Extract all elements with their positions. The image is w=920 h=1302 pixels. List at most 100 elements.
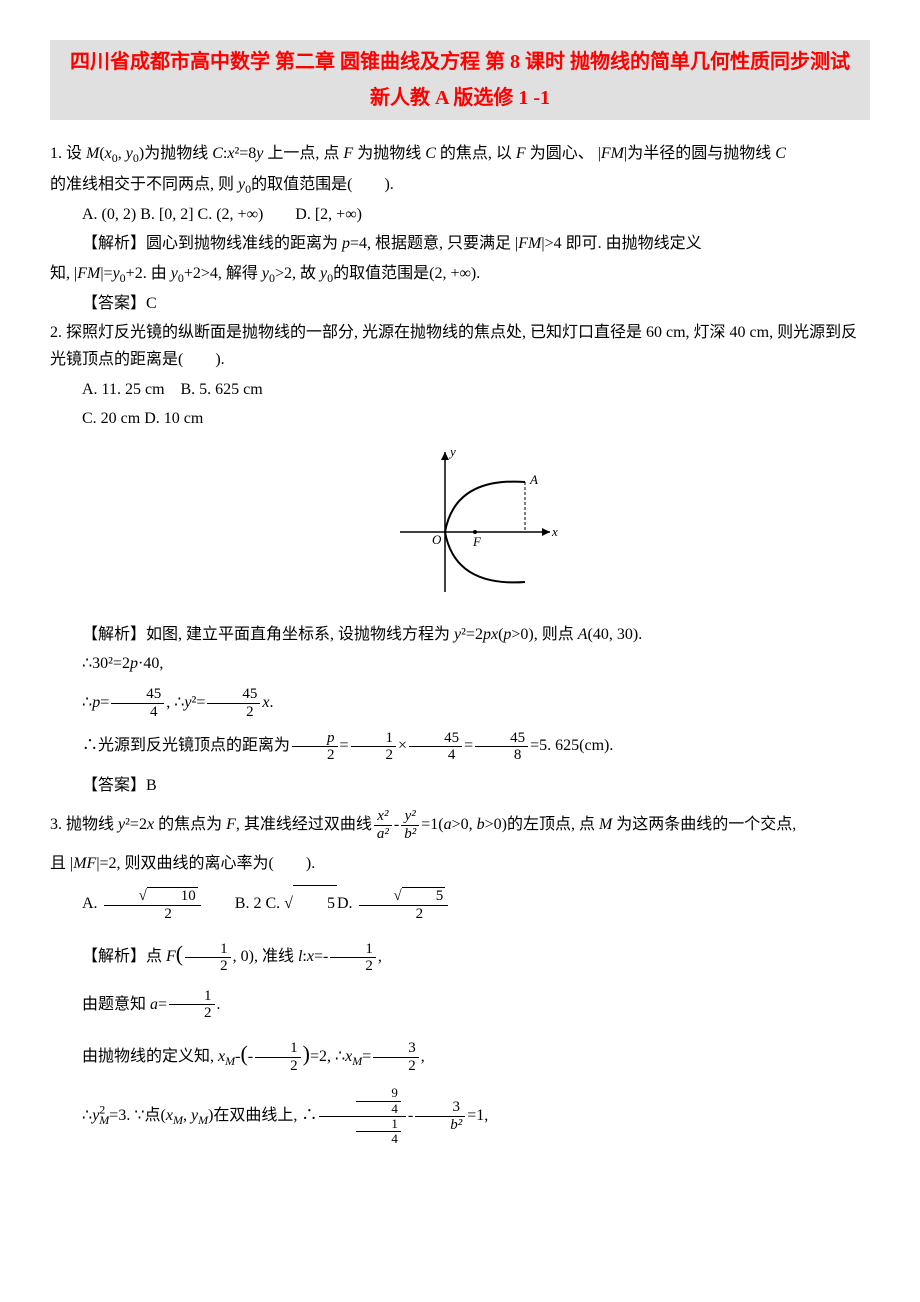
text: 的焦点, 以 xyxy=(436,145,516,162)
text: |= xyxy=(100,265,112,282)
q1-solution2: 知, |FM|=y0+2. 由 y0+2>4, 解得 y0>2, 故 y0的取值… xyxy=(50,260,870,289)
q1-options: A. (0, 2) B. [0, 2] C. (2, +∞) D. [2, +∞… xyxy=(50,201,870,228)
parabola-diagram: O F A x y xyxy=(360,442,560,602)
var-M: M xyxy=(599,816,612,833)
text: +2. 由 xyxy=(126,265,171,282)
opt-d: D. xyxy=(337,895,357,912)
var-F: F xyxy=(516,145,526,162)
q1-answer: 【答案】C xyxy=(50,290,870,317)
frac-45-8: 458 xyxy=(475,730,528,764)
var-F: F xyxy=(226,816,236,833)
label-y: y xyxy=(448,444,456,459)
q3-sol2: 由题意知 a=12. xyxy=(50,987,870,1022)
text: ∴30²=2 xyxy=(82,655,130,672)
text: . xyxy=(269,694,273,711)
text: ∴ xyxy=(82,1107,92,1124)
times: × xyxy=(398,737,407,754)
var-p: p xyxy=(130,655,138,672)
text: , xyxy=(118,145,126,162)
text: (40, 30). xyxy=(588,626,643,643)
text: 为抛物线 xyxy=(353,145,425,162)
q2-options-b: C. 20 cm D. 10 cm xyxy=(50,405,870,432)
var-FM: FM xyxy=(518,235,541,252)
text: 的取值范围是( ). xyxy=(251,176,394,193)
q2-answer: 【答案】B xyxy=(50,772,870,799)
sub-M: M xyxy=(99,1113,109,1127)
var-y0: y xyxy=(262,265,269,282)
label-O: O xyxy=(432,532,442,547)
sub-M: M xyxy=(225,1054,235,1068)
text: ∴ xyxy=(82,694,92,711)
text: =- xyxy=(314,948,328,965)
q1-stem-line1: 1. 设 M(x0, y0)为抛物线 C:x²=8y 上一点, 点 F 为抛物线… xyxy=(50,140,870,169)
q3-sol1: 【解析】点 F(12, 0), 准线 l:x=-12, xyxy=(50,930,870,978)
q2-options-a: A. 11. 25 cm B. 5. 625 cm xyxy=(50,376,870,403)
minus: - xyxy=(408,1107,413,1124)
text: = xyxy=(362,1048,371,1065)
var-x: x xyxy=(307,948,314,965)
frac-94-14: 9414 xyxy=(319,1086,406,1146)
text: =2, ∴ xyxy=(310,1048,345,1065)
minus: - xyxy=(394,816,399,833)
var-FM: FM xyxy=(77,265,100,282)
var-C: C xyxy=(775,145,786,162)
frac-1-2: 12 xyxy=(185,941,231,975)
q2-figure: O F A x y xyxy=(50,442,870,611)
text: >0)的左顶点, 点 xyxy=(485,816,599,833)
q3-options: A. √102 B. 2 C. √5D. √52 xyxy=(50,885,870,922)
text: 由题意知 xyxy=(82,996,150,1013)
q3-stem2: 且 |MF|=2, 则双曲线的离心率为( ). xyxy=(50,850,870,877)
var-y: y xyxy=(184,694,191,711)
var-y0: y xyxy=(126,145,133,162)
text: 【解析】圆心到抛物线准线的距离为 xyxy=(82,235,342,252)
text: 的焦点为 xyxy=(154,816,226,833)
frac-3-2: 32 xyxy=(373,1040,419,1074)
eq: = xyxy=(340,737,349,754)
text: )在双曲线上, ∴ xyxy=(208,1107,317,1124)
var-p: p xyxy=(92,694,100,711)
frac-45-4: 454 xyxy=(111,686,164,720)
sub-M: M xyxy=(173,1113,183,1127)
text: =1, xyxy=(467,1107,488,1124)
text: >2, 故 xyxy=(275,265,320,282)
var-C: C xyxy=(425,145,436,162)
text: =3. ∵点( xyxy=(109,1107,166,1124)
text: 且 | xyxy=(50,855,73,872)
label-A: A xyxy=(529,472,538,487)
var-FM: FM xyxy=(601,145,624,162)
var-a: a xyxy=(150,996,158,1013)
frac-sqrt5-2: √52 xyxy=(359,887,449,922)
var-MF: MF xyxy=(73,855,96,872)
text: 为圆心、 | xyxy=(526,145,601,162)
text: 的取值范围是(2, +∞). xyxy=(333,265,480,282)
q2-sol4: ∴光源到反光镜顶点的距离为p2=12×454=458=5. 625(cm). xyxy=(50,728,870,763)
document-title: 四川省成都市高中数学 第二章 圆锥曲线及方程 第 8 课时 抛物线的简单几何性质… xyxy=(50,40,870,120)
text: ²= xyxy=(192,694,206,711)
text: |>4 即可. 由抛物线定义 xyxy=(541,235,701,252)
q1-solution1: 【解析】圆心到抛物线准线的距离为 p=4, 根据题意, 只要满足 |FM|>4 … xyxy=(50,230,870,257)
text: 为这两条曲线的一个交点, xyxy=(612,816,796,833)
q3-sol3: 由抛物线的定义知, xM-(-12)=2, ∴xM=32, xyxy=(50,1030,870,1078)
label-x: x xyxy=(551,524,558,539)
text: 由抛物线的定义知, xyxy=(82,1048,218,1065)
var-a: a xyxy=(444,816,452,833)
problem-1: 1. 设 M(x0, y0)为抛物线 C:x²=8y 上一点, 点 F 为抛物线… xyxy=(50,140,870,317)
q3-stem1: 3. 抛物线 y²=2x 的焦点为 F, 其准线经过双曲线x²a²-y²b²=1… xyxy=(50,807,870,842)
text: ²=2 xyxy=(461,626,483,643)
text: >0, xyxy=(452,816,477,833)
text: ·40, xyxy=(138,655,163,672)
text: |为半径的圆与抛物线 xyxy=(624,145,775,162)
text: =1( xyxy=(421,816,443,833)
frac-y2-b2: y²b² xyxy=(401,808,419,842)
text: 的准线相交于不同两点, 则 xyxy=(50,176,238,193)
text: = xyxy=(100,694,109,711)
frac-45-4b: 454 xyxy=(409,730,462,764)
text: 【解析】点 xyxy=(82,948,166,965)
q2-sol3: ∴p=454, ∴y²=452x. xyxy=(50,685,870,720)
text: , 其准线经过双曲线 xyxy=(236,816,372,833)
q2-sol1: 【解析】如图, 建立平面直角坐标系, 设抛物线方程为 y²=2px(p>0), … xyxy=(50,621,870,648)
text: , xyxy=(183,1107,191,1124)
frac-3-b2: 3b² xyxy=(415,1099,465,1133)
text: =4, 根据题意, 只要满足 | xyxy=(350,235,518,252)
frac-x2-a2: x²a² xyxy=(374,808,392,842)
